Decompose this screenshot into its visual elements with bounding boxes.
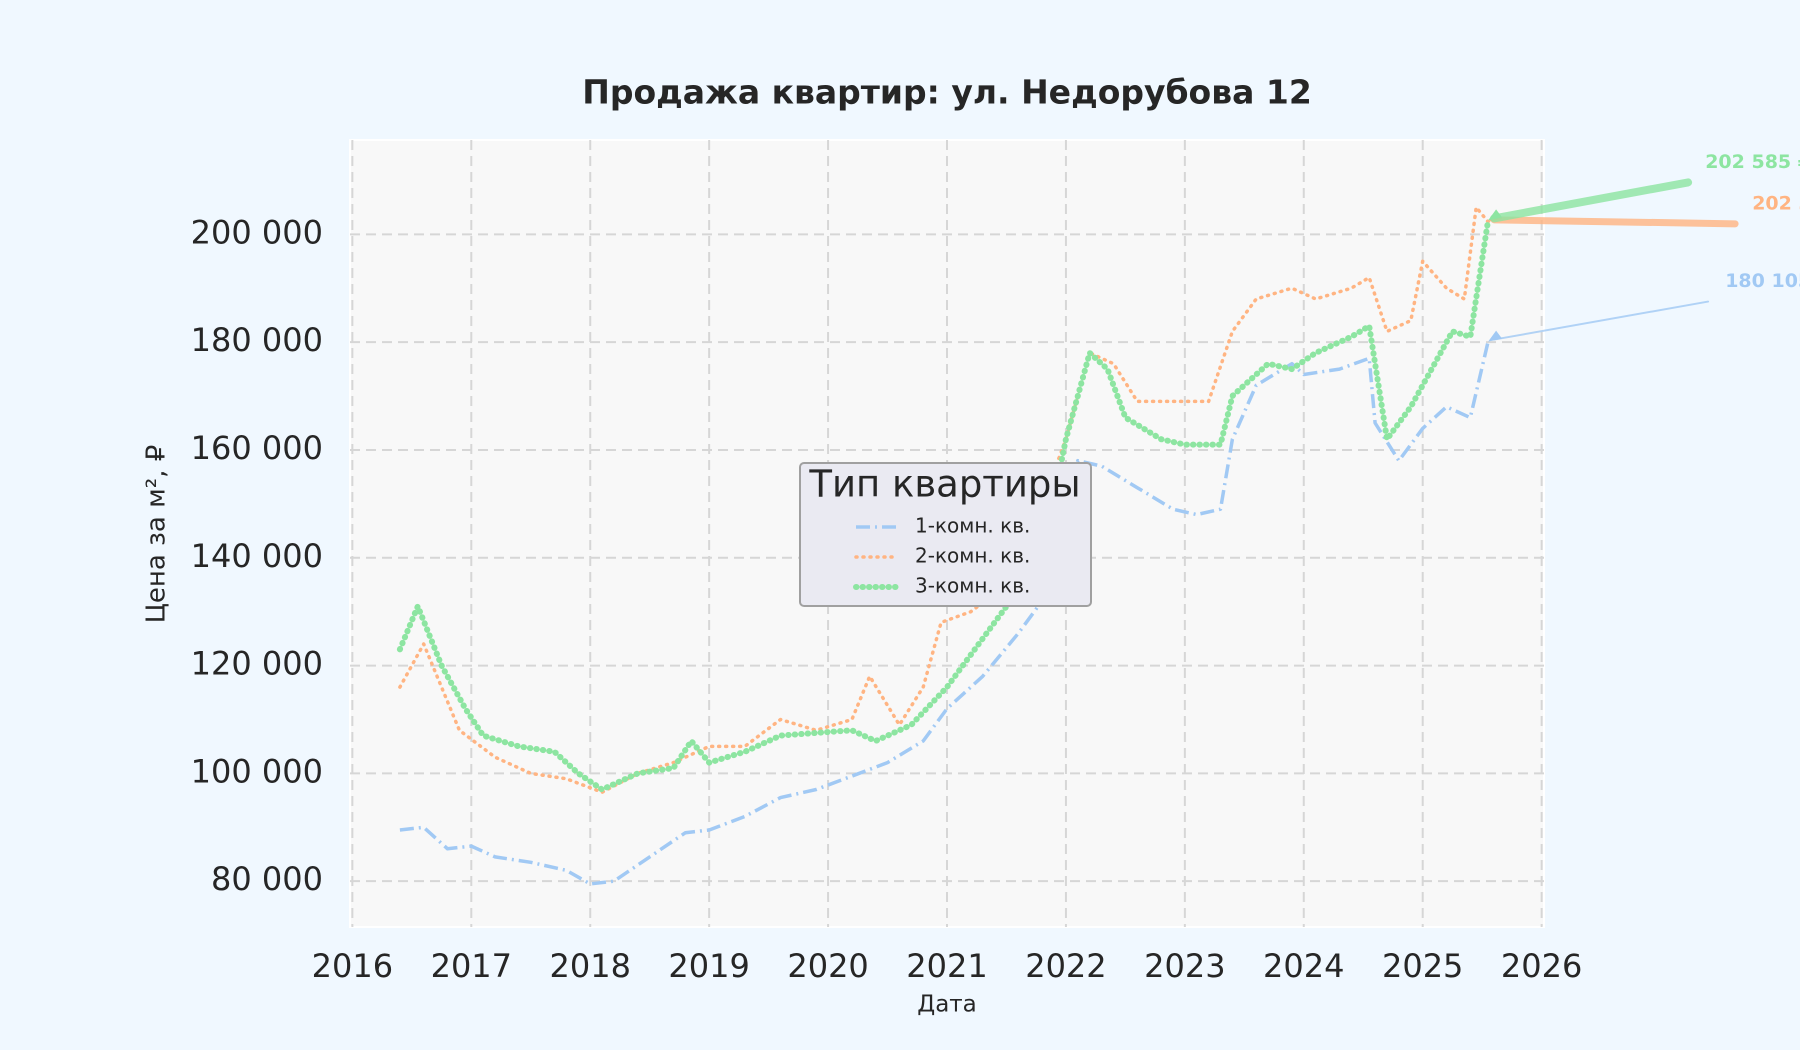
- annotation-arrowhead: [1488, 209, 1503, 221]
- annotation-label: 202 585 ₽: [1705, 151, 1800, 173]
- chart-title: Продажа квартир: ул. Недорубова 12: [582, 73, 1312, 112]
- x-tick-label: 2016: [312, 947, 393, 985]
- x-tick-label: 2021: [906, 947, 987, 985]
- annotation-arrowhead: [1488, 330, 1503, 342]
- annotation-arrow: [1493, 300, 1710, 341]
- y-axis-label: Цена за м², ₽: [142, 445, 172, 624]
- series-line: [399, 341, 1490, 886]
- annotation-arrow: [1490, 178, 1693, 223]
- legend-label: 1-комн. кв.: [915, 514, 1030, 538]
- y-tick-label: 120 000: [191, 645, 323, 683]
- x-tick-label: 2018: [550, 947, 631, 985]
- legend-title: Тип квартиры: [808, 463, 1080, 506]
- y-tick-label: 200 000: [191, 213, 323, 251]
- legend-box: [799, 462, 1092, 607]
- y-tick-label: 180 000: [191, 321, 323, 359]
- x-tick-label: 2026: [1501, 947, 1582, 985]
- x-tick-label: 2019: [668, 947, 749, 985]
- x-tick-label: 2024: [1263, 947, 1344, 985]
- y-tick-label: 160 000: [191, 429, 323, 467]
- y-tick-label: 80 000: [211, 860, 323, 898]
- annotation-label: 180 105 ₽: [1725, 270, 1800, 292]
- x-tick-label: 2023: [1144, 947, 1225, 985]
- x-tick-label: 2020: [787, 947, 868, 985]
- x-tick-label: 2017: [431, 947, 512, 985]
- x-tick-label: 2022: [1025, 947, 1106, 985]
- annotation-arrow: [1490, 216, 1739, 228]
- y-tick-label: 140 000: [191, 537, 323, 575]
- x-tick-label: 2025: [1382, 947, 1463, 985]
- y-tick-label: 100 000: [191, 752, 323, 790]
- legend-label: 3-комн. кв.: [915, 574, 1030, 598]
- legend: Тип квартиры 1-комн. кв. 2-комн. кв. 3-ком…: [799, 462, 1092, 607]
- legend-label: 2-комн. кв.: [915, 544, 1030, 568]
- annotation-label: 202 321 ₽: [1752, 192, 1800, 214]
- series-line: [396, 217, 1492, 793]
- x-axis-label: Дата: [917, 992, 977, 1018]
